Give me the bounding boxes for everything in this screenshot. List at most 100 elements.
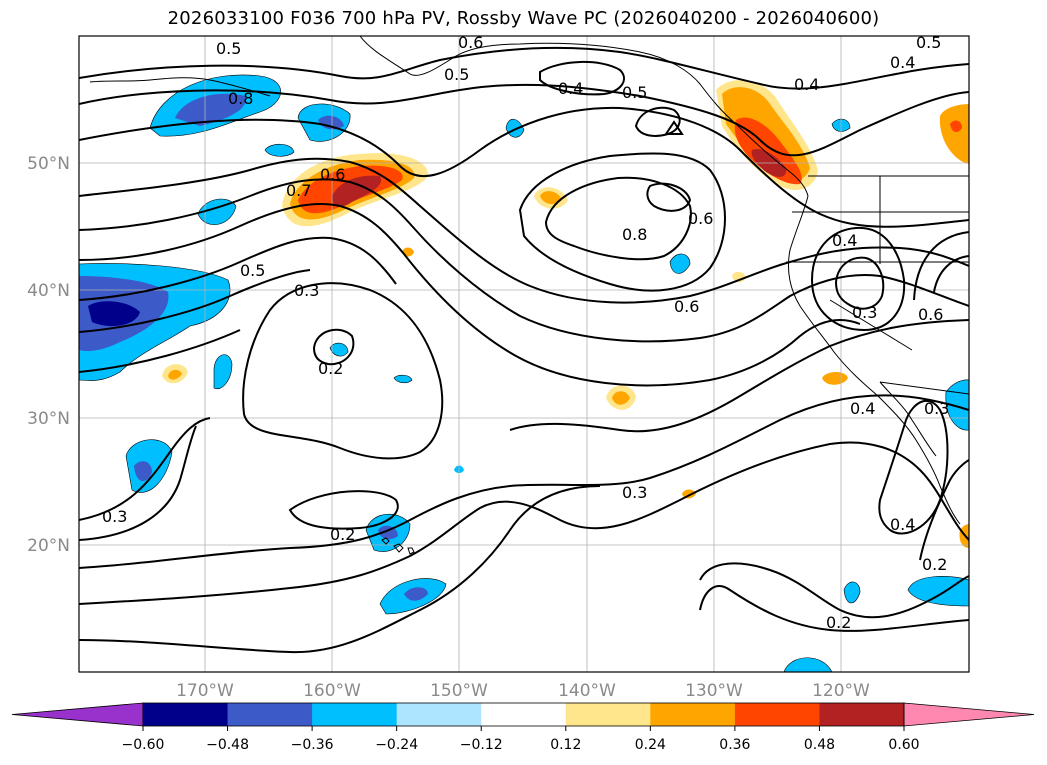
map-frame xyxy=(78,35,970,673)
shade-neg-3 xyxy=(329,342,349,357)
shade-neg-8 xyxy=(669,253,691,274)
contour-label: 0.5 xyxy=(240,261,265,280)
shade-neg-11 xyxy=(907,576,969,607)
contour-label: 0.6 xyxy=(688,209,713,228)
pv-contours xyxy=(79,46,969,654)
contour-label: 0.5 xyxy=(916,33,941,52)
shade-pos-3-core xyxy=(612,391,630,405)
contour-label: 0.3 xyxy=(924,399,949,418)
contour-central-inner xyxy=(544,176,692,261)
contour-label: 0.7 xyxy=(286,181,311,200)
shade-pos-4 xyxy=(822,372,848,385)
contour-sub-4 xyxy=(79,485,601,654)
shade-neg-aleutian-core xyxy=(175,93,246,126)
coast-baja xyxy=(879,381,937,457)
contour-jet-1 xyxy=(79,157,969,304)
contour-jet-3 xyxy=(79,203,861,387)
longitude-axis: 170°W 160°W 150°W 140°W 130°W 120°W xyxy=(176,681,870,701)
colorbar-cell xyxy=(312,703,398,726)
contour-label: 0.5 xyxy=(216,39,241,58)
contour-sub-3 xyxy=(288,490,399,530)
lon-label-150w: 150°W xyxy=(430,681,488,701)
shade-neg-4 xyxy=(393,374,413,384)
contour-label: 0.2 xyxy=(922,555,947,574)
contour-label: 0.3 xyxy=(622,483,647,502)
border-mexico xyxy=(879,381,969,395)
lon-label-130w: 130°W xyxy=(685,681,743,701)
contour-sub-2 xyxy=(79,441,969,605)
contour-tropics-1 xyxy=(509,319,969,433)
contour-east-6 xyxy=(919,459,969,561)
contour-low-1 xyxy=(242,282,444,460)
shade-neg-small-1 xyxy=(264,143,295,157)
shade-pos-1-core xyxy=(540,191,562,205)
shade-neg-7 xyxy=(505,118,525,138)
colorbar: −0.60 −0.48 −0.36 −0.24 −0.12 0.12 0.24 0.36 0.4… xyxy=(11,702,1035,753)
contour-north-1 xyxy=(79,46,969,90)
shade-neg-10 xyxy=(945,379,969,431)
contour-label: 0.3 xyxy=(294,281,319,300)
lat-label-50n: 50°N xyxy=(27,154,70,174)
contour-label: 0.6 xyxy=(674,297,699,316)
contour-tropics-2 xyxy=(699,562,969,619)
contour-central-low xyxy=(518,152,726,292)
contour-label: 0.4 xyxy=(890,515,915,534)
colorbar-tick-label: 0.24 xyxy=(635,737,666,753)
contour-label: 0.4 xyxy=(558,79,583,98)
latitude-axis: 50°N 40°N 30°N 20°N xyxy=(27,154,70,556)
contour-gulf-closed xyxy=(634,106,681,137)
colorbar-tick-label: 0.48 xyxy=(804,737,835,753)
graticule xyxy=(79,36,969,672)
contour-jet-5 xyxy=(79,269,311,333)
colorbar-frame xyxy=(142,702,905,727)
contour-label: 0.6 xyxy=(918,305,943,324)
colorbar-cell xyxy=(481,703,567,726)
shade-neg-2 xyxy=(213,354,233,390)
shade-neg-west-core xyxy=(88,301,140,327)
map-background xyxy=(79,36,969,672)
contour-jet-4 xyxy=(79,236,397,301)
contour-small-ring xyxy=(312,328,355,366)
contour-jet-6 xyxy=(79,329,241,373)
colorbar-tick-label: −0.48 xyxy=(206,737,249,753)
coastlines xyxy=(89,36,969,555)
colorbar-tick-label: 0.36 xyxy=(719,737,750,753)
colorbar-cell xyxy=(396,703,482,726)
lat-label-40n: 40°N xyxy=(27,281,70,301)
colorbar-extend-max xyxy=(903,702,1035,727)
coast-alaska xyxy=(359,36,809,197)
contour-central-inner-2 xyxy=(646,182,692,212)
contour-label: 0.2 xyxy=(318,359,343,378)
colorbar-cell xyxy=(565,703,651,726)
coast-aleutians xyxy=(89,77,271,97)
colorbar-tick-label: 0.12 xyxy=(550,737,581,753)
contour-label: 0.3 xyxy=(852,303,877,322)
contour-label: 0.4 xyxy=(890,53,915,72)
shade-pos-east xyxy=(939,104,969,164)
colorbar-cell xyxy=(734,703,820,726)
lon-label-160w: 160°W xyxy=(303,681,361,701)
colorbar-cell xyxy=(819,703,905,726)
shade-neg-6-core xyxy=(404,587,428,601)
colorbar-extend-min xyxy=(11,702,144,727)
shade-neg-5-core xyxy=(134,461,152,482)
coast-west-us xyxy=(787,195,961,525)
lat-label-30n: 30°N xyxy=(27,409,70,429)
contour-label: 0.5 xyxy=(444,65,469,84)
colorbar-tick-label: 0.60 xyxy=(888,737,919,753)
colorbar-cell xyxy=(227,703,313,726)
contour-east-4 xyxy=(933,255,969,293)
contour-east-5 xyxy=(878,399,949,535)
contour-label: 0.2 xyxy=(826,613,851,632)
contour-sub-1 xyxy=(79,394,969,569)
positive-shading xyxy=(162,80,969,548)
contour-label: 0.6 xyxy=(458,33,483,52)
contour-east-3 xyxy=(913,231,969,301)
contour-tropics-3 xyxy=(699,585,969,632)
lon-label-140w: 140°W xyxy=(558,681,616,701)
contour-mid-2 xyxy=(79,425,197,541)
contour-small-triangle xyxy=(664,120,684,135)
contour-gulf-closed-2 xyxy=(539,61,625,96)
contour-label: 0.4 xyxy=(794,75,819,94)
lon-label-170w: 170°W xyxy=(176,681,234,701)
